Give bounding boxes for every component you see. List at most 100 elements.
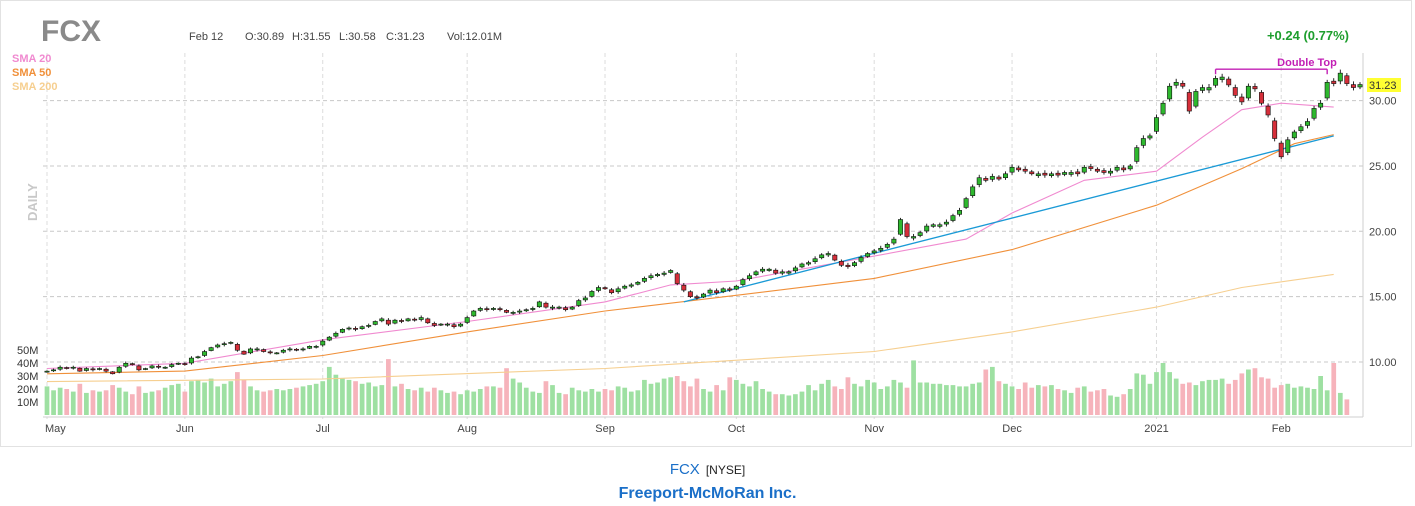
candle bbox=[1337, 69, 1343, 85]
candle bbox=[622, 284, 628, 290]
volume-bar bbox=[477, 389, 483, 415]
candle bbox=[1318, 100, 1324, 110]
candle bbox=[248, 347, 253, 355]
candle bbox=[1344, 73, 1350, 87]
candle bbox=[917, 230, 923, 238]
candle-body bbox=[1167, 85, 1173, 100]
candle-body bbox=[1180, 82, 1186, 87]
candle-body bbox=[1272, 120, 1278, 139]
candle bbox=[517, 308, 523, 315]
candle bbox=[523, 308, 529, 313]
candle bbox=[950, 213, 956, 223]
volume-bar bbox=[1186, 382, 1192, 415]
candle bbox=[156, 364, 162, 369]
volume-bar bbox=[110, 385, 116, 415]
footer-ticker[interactable]: FCX bbox=[669, 461, 700, 478]
candle bbox=[1265, 103, 1271, 118]
candle-body bbox=[51, 369, 57, 372]
candle bbox=[825, 251, 831, 257]
candle-body bbox=[1311, 108, 1317, 119]
candle-body bbox=[1048, 173, 1054, 177]
volume-bar bbox=[1331, 363, 1337, 415]
candle-body bbox=[333, 332, 339, 337]
volume-bar bbox=[1232, 379, 1238, 415]
volume-tick-label: 50M bbox=[17, 345, 38, 357]
candle bbox=[1048, 171, 1054, 178]
candle-body bbox=[930, 224, 936, 227]
volume-bar bbox=[1324, 390, 1330, 415]
candle-body bbox=[169, 364, 175, 367]
candle bbox=[550, 304, 555, 311]
candle-body bbox=[471, 310, 477, 317]
candle bbox=[1167, 83, 1173, 102]
candle-body bbox=[543, 302, 549, 308]
candle bbox=[1147, 133, 1153, 141]
price-tick-label: 10.00 bbox=[1369, 357, 1397, 369]
volume-bar bbox=[208, 378, 214, 415]
candle-body bbox=[425, 318, 431, 324]
volume-bar bbox=[149, 391, 155, 415]
volume-bar bbox=[1049, 385, 1054, 415]
candle bbox=[1101, 168, 1107, 175]
candle bbox=[924, 223, 930, 234]
legend-sma50: SMA 50 bbox=[12, 67, 51, 79]
candle bbox=[438, 323, 444, 327]
volume-bar bbox=[1305, 387, 1310, 415]
candle-body bbox=[989, 176, 995, 180]
candle bbox=[1022, 166, 1028, 174]
candle bbox=[858, 255, 864, 264]
volume-bar bbox=[274, 389, 280, 415]
month-tick-label: Dec bbox=[1002, 423, 1022, 435]
volume-bar bbox=[865, 379, 870, 415]
candle bbox=[897, 217, 903, 236]
candle-body bbox=[852, 262, 857, 266]
candle-body bbox=[786, 271, 792, 274]
candle-body bbox=[510, 312, 516, 314]
candle bbox=[681, 282, 687, 293]
candle bbox=[1232, 84, 1238, 98]
candle-body bbox=[261, 349, 267, 352]
volume-bar bbox=[359, 383, 365, 415]
volume-bar bbox=[523, 387, 529, 415]
candle-body bbox=[254, 348, 260, 351]
volume-bar bbox=[261, 391, 267, 415]
candle bbox=[1068, 170, 1074, 177]
candle bbox=[234, 342, 240, 352]
candle-body bbox=[1298, 126, 1304, 131]
candle-body bbox=[615, 288, 621, 293]
candle bbox=[806, 260, 812, 266]
candle-body bbox=[576, 300, 582, 306]
candle bbox=[884, 242, 890, 249]
candle-body bbox=[963, 198, 969, 208]
volume-bar bbox=[44, 386, 50, 415]
candle-body bbox=[641, 278, 647, 282]
candle bbox=[307, 345, 313, 350]
candle bbox=[799, 262, 805, 269]
volume-bar bbox=[51, 390, 56, 415]
candle-body bbox=[208, 347, 214, 351]
volume-bar bbox=[628, 391, 634, 415]
volume-bar bbox=[688, 386, 693, 415]
candle bbox=[162, 366, 168, 369]
volume-bar bbox=[694, 378, 700, 415]
candle bbox=[215, 343, 221, 349]
volume-bar bbox=[412, 390, 418, 415]
candle bbox=[385, 318, 391, 326]
volume-bar bbox=[615, 386, 621, 415]
month-tick-label: 2021 bbox=[1144, 423, 1168, 435]
candle-body bbox=[582, 297, 588, 301]
footer-company-name[interactable]: Freeport-McMoRan Inc. bbox=[618, 485, 797, 502]
candle bbox=[786, 270, 792, 275]
candle-body bbox=[707, 289, 713, 294]
candle-body bbox=[1068, 172, 1074, 175]
candle bbox=[464, 315, 470, 325]
volume-bar bbox=[589, 389, 595, 415]
candle bbox=[1154, 114, 1159, 135]
month-tick-label: Jul bbox=[316, 423, 330, 435]
volume-bar bbox=[182, 391, 188, 415]
candle-body bbox=[1186, 92, 1192, 112]
volume-bar bbox=[97, 391, 102, 415]
candle bbox=[904, 221, 910, 239]
candle-body bbox=[1305, 121, 1310, 126]
volume-bar bbox=[917, 382, 923, 415]
